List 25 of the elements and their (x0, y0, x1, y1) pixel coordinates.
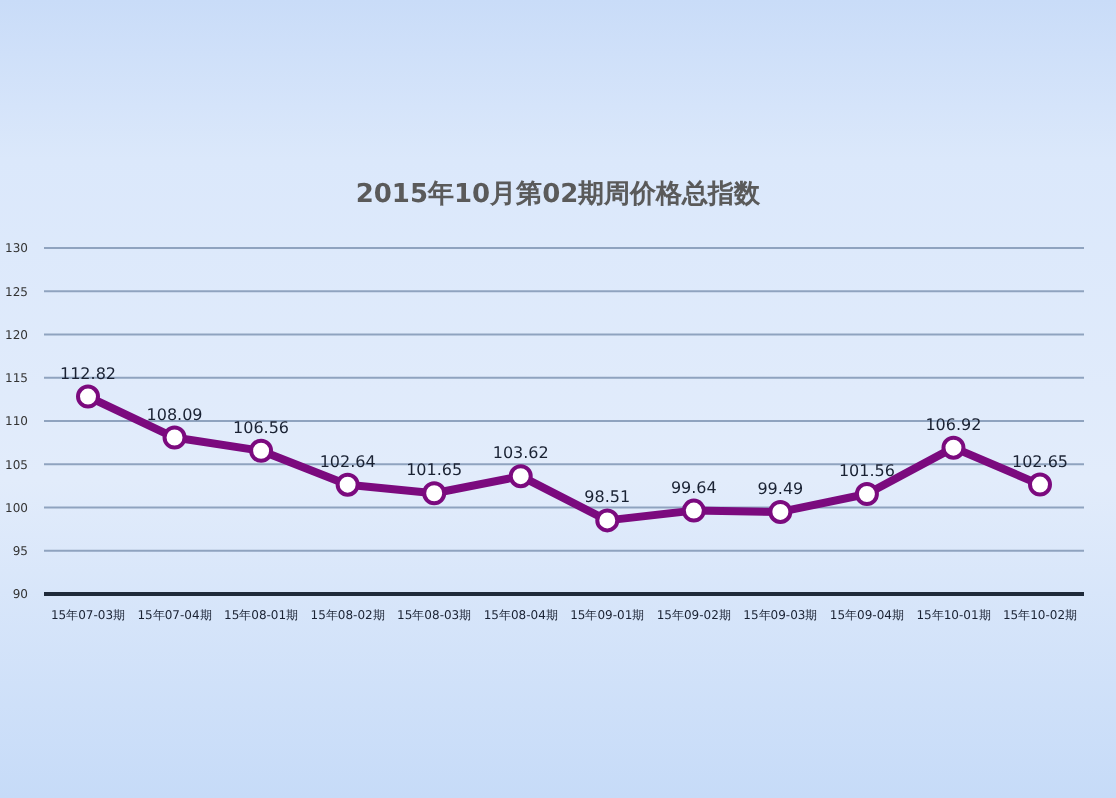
point (422, 481, 447, 506)
point (162, 425, 187, 450)
data-label: 102.64 (319, 452, 376, 471)
data-label: 98.51 (584, 488, 631, 507)
point (508, 464, 533, 489)
data-label: 99.64 (670, 478, 717, 497)
point (1028, 472, 1052, 497)
data-label: 102.65 (1012, 452, 1068, 471)
data-label: 103.62 (492, 444, 549, 463)
point (76, 384, 100, 409)
data-label: 108.09 (146, 405, 203, 424)
data-label: 99.49 (757, 479, 804, 498)
data-label: 106.92 (925, 415, 982, 434)
point (249, 438, 274, 463)
data-label: 101.56 (838, 462, 895, 481)
chart-title: 2015年10月第02期周价格总指数 (353, 178, 763, 212)
point (335, 472, 360, 497)
point (941, 435, 966, 460)
data-label: 112.82 (60, 364, 116, 383)
data-label: 101.65 (406, 461, 463, 480)
point (681, 498, 706, 523)
data-label: 106.56 (233, 418, 290, 437)
point (768, 499, 793, 524)
point (595, 508, 620, 533)
point (854, 482, 879, 507)
